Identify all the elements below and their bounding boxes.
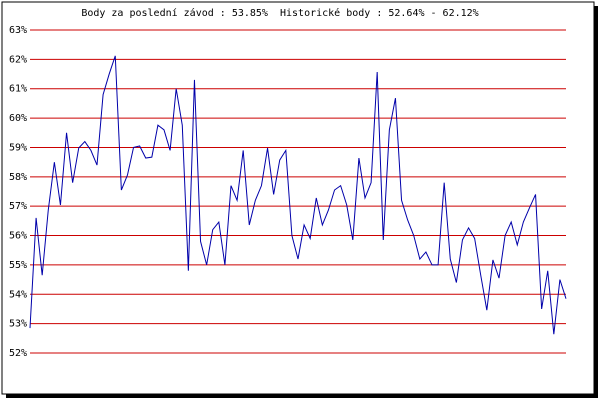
y-tick-label: 59%	[9, 142, 27, 153]
line-series	[29, 55, 567, 335]
y-tick-label: 60%	[9, 113, 27, 124]
y-tick-label: 57%	[9, 201, 27, 212]
y-tick-label: 58%	[9, 172, 27, 183]
y-tick-label: 56%	[9, 231, 27, 242]
y-tick-label: 55%	[9, 260, 27, 271]
frame	[1, 1, 595, 395]
y-tick-label: 63%	[9, 25, 27, 36]
y-tick-label: 52%	[9, 348, 27, 359]
y-tick-label: 62%	[9, 54, 27, 65]
y-tick-label: 53%	[9, 319, 27, 330]
y-tick-label: 54%	[9, 289, 27, 300]
y-tick-label: 61%	[9, 84, 27, 95]
chart-title: Body za poslední závod : 53.85% Historic…	[81, 7, 478, 19]
